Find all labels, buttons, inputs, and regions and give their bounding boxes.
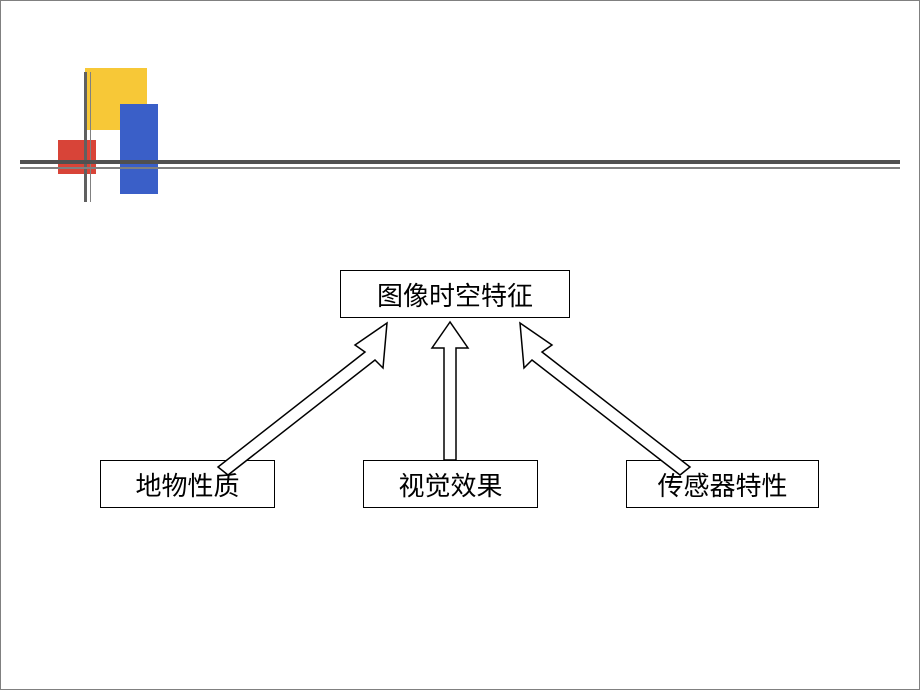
arrow-left	[210, 323, 390, 475]
node-bottom-center: 视觉效果	[363, 460, 538, 508]
node-bottom-center-label: 视觉效果	[398, 466, 502, 503]
node-top-label: 图像时空特征	[377, 276, 533, 313]
horizontal-divider-thick	[20, 160, 900, 164]
node-bottom-left: 地物性质	[100, 460, 275, 508]
node-bottom-left-label: 地物性质	[135, 466, 239, 503]
arrow-right	[520, 323, 690, 475]
arrow-center	[432, 322, 468, 460]
logo-blue-square	[120, 104, 158, 194]
diagram-container: 图像时空特征 地物性质 视觉效果 传感器特性	[100, 270, 820, 570]
node-bottom-right: 传感器特性	[626, 460, 819, 508]
node-top: 图像时空特征	[340, 270, 570, 318]
node-bottom-right-label: 传感器特性	[657, 466, 787, 503]
vertical-divider-thick	[84, 72, 87, 202]
logo-decoration	[30, 68, 210, 198]
vertical-divider-thin	[90, 72, 91, 202]
horizontal-divider-thin	[20, 167, 900, 169]
